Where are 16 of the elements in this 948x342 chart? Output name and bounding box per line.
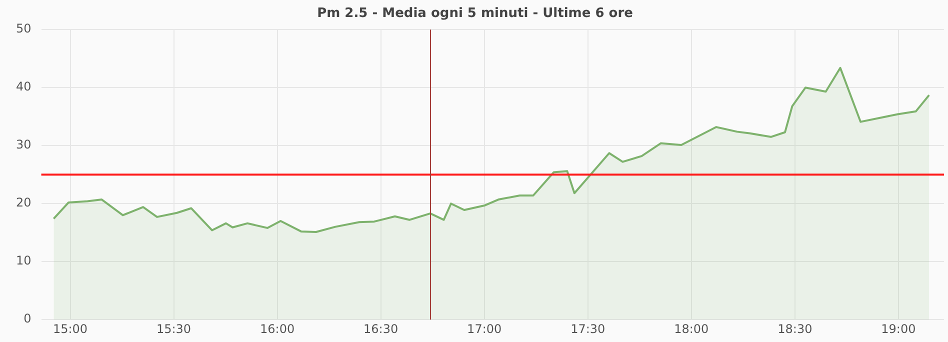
x-tick-label: 15:30 (156, 322, 192, 336)
x-tick-label: 17:30 (570, 322, 606, 336)
y-tick-label: 40 (16, 80, 32, 94)
y-tick-label: 10 (16, 254, 32, 268)
x-tick-label: 15:00 (52, 322, 88, 336)
x-tick-label: 19:00 (881, 322, 916, 336)
y-tick-label: 20 (16, 196, 32, 210)
y-tick-label: 30 (16, 138, 32, 152)
y-tick-label: 0 (24, 312, 32, 326)
x-tick-label: 18:30 (778, 322, 812, 336)
x-tick-label: 16:00 (260, 322, 295, 336)
x-tick-label: 18:00 (674, 322, 709, 336)
y-tick-label: 50 (16, 22, 32, 36)
chart-title: Pm 2.5 - Media ogni 5 minuti - Ultime 6 ore (317, 6, 634, 22)
x-tick-label: 16:30 (364, 322, 398, 336)
x-tick-label: 17:00 (467, 322, 502, 336)
